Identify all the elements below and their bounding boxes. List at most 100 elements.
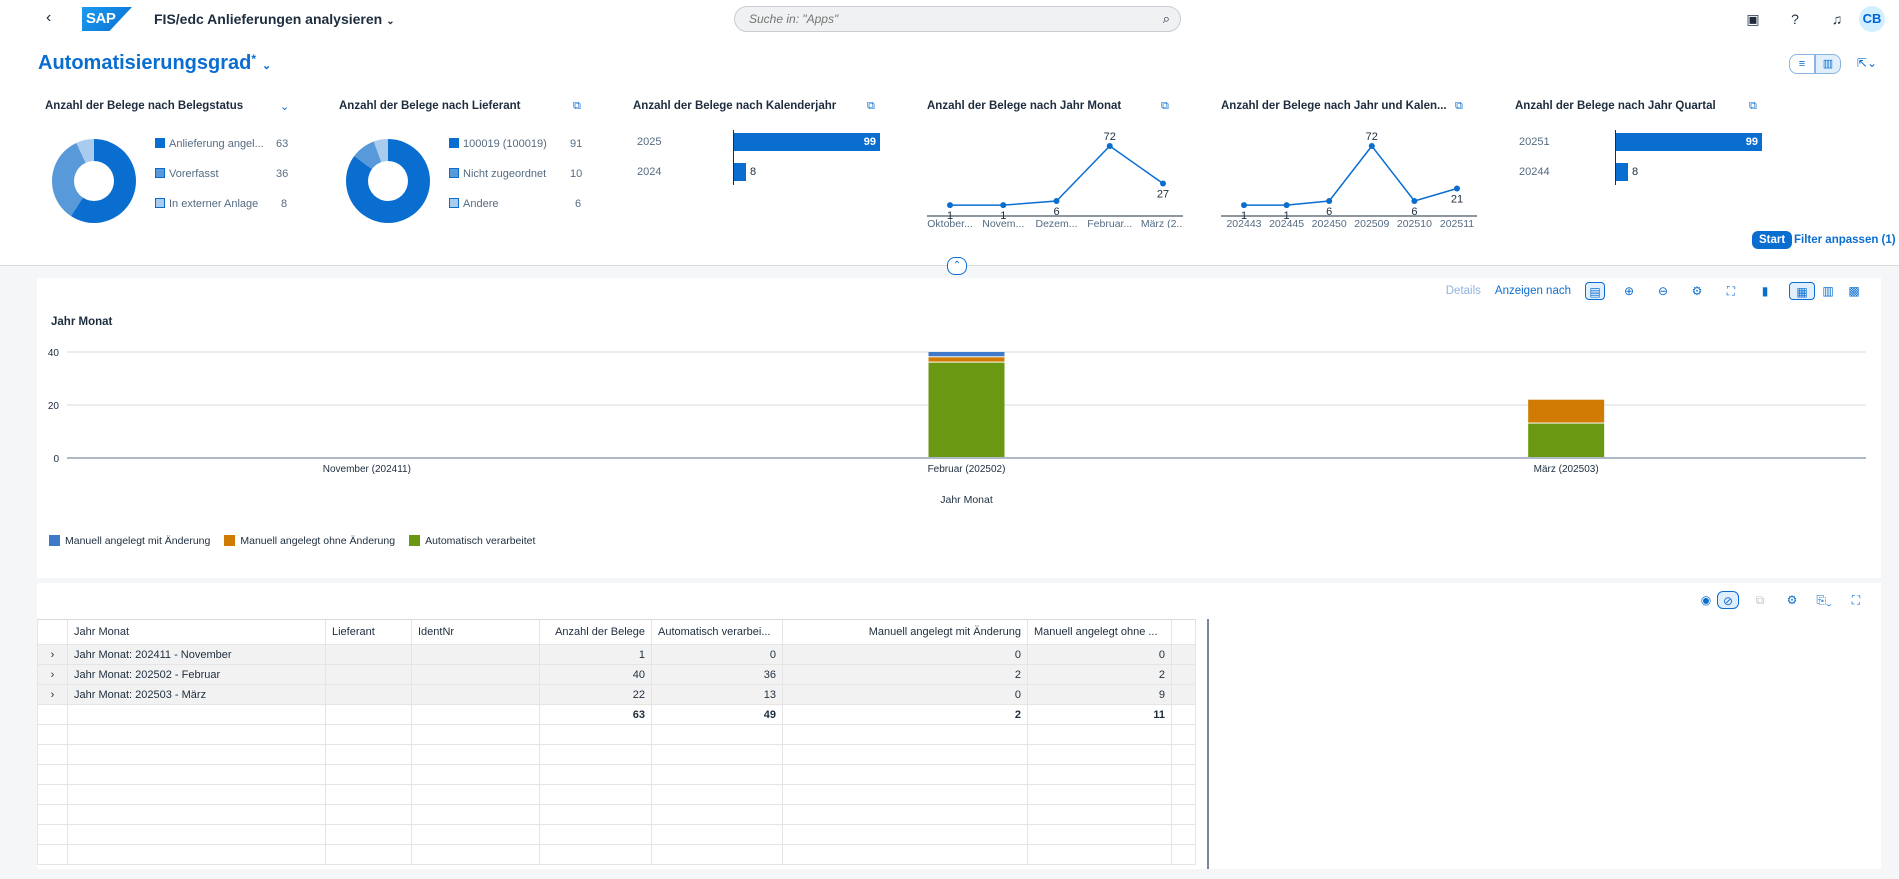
details-button[interactable]: Details	[1445, 285, 1481, 297]
line-chart[interactable]: 1202443120244562024507220250962025102120…	[1221, 128, 1477, 228]
donut-chart[interactable]	[346, 139, 430, 223]
chart-table-view-icon[interactable]: ▦	[1789, 282, 1815, 300]
chart-type-icon[interactable]: ▮	[1761, 284, 1769, 298]
fullscreen-icon[interactable]: ⛶	[1851, 593, 1861, 607]
legend-item[interactable]: 100019 (100019)	[449, 138, 547, 150]
legend-item[interactable]: Automatisch verarbeitet	[409, 535, 535, 547]
legend-item[interactable]: Anlieferung angel...	[155, 138, 264, 150]
empty-row	[37, 844, 1196, 865]
share-menu-icon[interactable]: ⇱⌄	[1856, 56, 1877, 70]
user-avatar[interactable]: CB	[1859, 6, 1885, 32]
bar-segment[interactable]	[928, 357, 1005, 362]
kpi-card-jahr-kalenderwoche[interactable]: Anzahl der Belege nach Jahr und Kalen...…	[1221, 100, 1477, 230]
legend-item[interactable]: In externer Anlage	[155, 198, 258, 210]
line-point[interactable]	[1368, 143, 1375, 149]
kpi-card-jahr-quartal[interactable]: Anzahl der Belege nach Jahr Quartal ⧉ 20…	[1515, 100, 1765, 230]
settings-icon[interactable]: ⚙	[1691, 284, 1703, 298]
open-in-window-icon[interactable]: ⧉	[867, 100, 875, 112]
zoom-in-icon[interactable]: ⊕	[1623, 284, 1635, 298]
zoom-out-icon[interactable]: ⊖	[1657, 284, 1669, 298]
line-point[interactable]	[1283, 202, 1290, 209]
expand-icon[interactable]: ›	[37, 664, 68, 685]
kpi-card-lieferant[interactable]: Anzahl der Belege nach Lieferant ⧉ 10001…	[339, 100, 589, 230]
joule-book-icon[interactable]: ▣	[1746, 11, 1760, 27]
line-point[interactable]	[1326, 198, 1333, 204]
bar[interactable]	[734, 163, 746, 181]
line-point[interactable]	[1000, 202, 1007, 209]
table-row[interactable]: › Jahr Monat: 202503 - März 22 13 0 9	[37, 684, 1196, 705]
adapt-filters-button[interactable]: Filter anpassen (1)	[1794, 234, 1896, 246]
donut-chart[interactable]	[52, 139, 136, 223]
show-details-icon[interactable]: ◉	[1700, 593, 1712, 607]
line-point[interactable]	[1454, 185, 1460, 192]
legend-item[interactable]: Nicht zugeordnet	[449, 168, 546, 180]
table-row[interactable]: › Jahr Monat: 202411 - November 1 0 0 0	[37, 644, 1196, 665]
column-header[interactable]: IdentNr	[411, 619, 540, 645]
bar[interactable]: 99	[1616, 133, 1762, 151]
chart-view-icon[interactable]: ▥	[1822, 284, 1834, 298]
bar-segment[interactable]	[928, 362, 1005, 457]
column-header[interactable]: Jahr Monat	[67, 619, 326, 645]
back-icon[interactable]: ‹	[46, 9, 52, 26]
line-chart[interactable]: 1Oktober...1Novem...6Dezem...72Februar..…	[927, 128, 1183, 228]
visual-filter-icon[interactable]: ▥	[1815, 54, 1841, 74]
legend-item[interactable]: Manuell angelegt mit Änderung	[49, 535, 210, 547]
export-icon[interactable]: ⎘⌄	[1816, 593, 1832, 607]
open-in-window-icon[interactable]: ⧉	[1161, 100, 1169, 112]
fullscreen-icon[interactable]: ⛶	[1726, 284, 1736, 298]
bar-label: 20251	[1519, 136, 1550, 148]
table-row[interactable]: › Jahr Monat: 202502 - Februar 40 36 2 2	[37, 664, 1196, 685]
copy-icon[interactable]: ⧉	[1755, 593, 1765, 607]
line-point[interactable]	[1411, 198, 1418, 204]
bar[interactable]: 99	[734, 133, 880, 151]
search-input[interactable]	[735, 7, 1135, 31]
sap-logo[interactable]: SAP	[82, 7, 132, 31]
legend-value: 63	[276, 138, 289, 150]
column-header[interactable]: Automatisch verarbei...	[651, 619, 783, 645]
bar[interactable]	[1616, 163, 1628, 181]
bar-segment[interactable]	[1528, 399, 1605, 423]
legend-item[interactable]: Vorerfasst	[155, 168, 219, 180]
table-view-icon[interactable]: ▩	[1848, 284, 1860, 298]
expand-icon[interactable]: ›	[37, 644, 68, 665]
line-point[interactable]	[1241, 202, 1247, 209]
kpi-card-kalenderjahr[interactable]: Anzahl der Belege nach Kalenderjahr ⧉ 20…	[633, 100, 883, 230]
column-header[interactable]: Lieferant	[325, 619, 412, 645]
column-header[interactable]: Anzahl der Belege	[539, 619, 652, 645]
stacked-bar-chart[interactable]: 0 20 40 November (202411) Februar (202502) Mä…	[37, 338, 1881, 528]
column-header[interactable]: Manuell angelegt mit Änderung	[782, 619, 1028, 645]
legend-item[interactable]: Andere	[449, 198, 498, 210]
compact-filter-icon[interactable]: ≡	[1789, 54, 1815, 74]
expand-icon[interactable]: ›	[37, 684, 68, 705]
notifications-bell-icon[interactable]: ♫	[1831, 11, 1843, 27]
legend-toggle-icon[interactable]: ▤	[1585, 282, 1605, 300]
open-in-window-icon[interactable]: ⧉	[1749, 100, 1757, 112]
column-header[interactable]: Manuell angelegt ohne ...	[1027, 619, 1172, 645]
settings-icon[interactable]: ⚙	[1786, 593, 1798, 607]
app-title-menu[interactable]: FIS/edc Anlieferungen analysieren ⌄	[154, 11, 395, 27]
open-in-window-icon[interactable]: ⧉	[1455, 100, 1463, 112]
display-by-button[interactable]: Anzeigen nach	[1494, 285, 1571, 297]
card-title: Anzahl der Belege nach Jahr Monat	[927, 100, 1122, 112]
open-in-window-icon[interactable]: ⧉	[573, 100, 581, 112]
line-point[interactable]	[1106, 143, 1113, 149]
bar-segment[interactable]	[1528, 423, 1605, 457]
search-icon[interactable]: ⌕	[1162, 11, 1170, 26]
collapse-header-icon[interactable]: ⌃	[947, 257, 967, 275]
line-point[interactable]	[1053, 198, 1060, 204]
chevron-down-icon[interactable]: ⌄	[280, 101, 290, 113]
start-button[interactable]: Start	[1752, 231, 1793, 249]
fixed-column-splitter[interactable]	[1207, 619, 1209, 869]
legend-label: Automatisch verarbeitet	[425, 535, 536, 547]
help-icon[interactable]: ?	[1791, 11, 1799, 27]
variant-title[interactable]: Automatisierungsgrad* ⌄	[38, 52, 271, 75]
kpi-card-jahr-monat[interactable]: Anzahl der Belege nach Jahr Monat ⧉ 1 Okt…	[927, 100, 1183, 230]
line-point[interactable]	[1160, 180, 1166, 187]
bar-segment[interactable]	[928, 352, 1005, 357]
line-series	[1244, 144, 1458, 206]
total-auto: 49	[651, 704, 783, 725]
line-point[interactable]	[947, 202, 953, 209]
hide-details-icon[interactable]: ⊘	[1717, 591, 1739, 609]
kpi-card-belegstatus[interactable]: Anzahl der Belege nach Belegstatus ⌄ Anl…	[45, 100, 295, 230]
legend-item[interactable]: Manuell angelegt ohne Änderung	[224, 535, 395, 547]
